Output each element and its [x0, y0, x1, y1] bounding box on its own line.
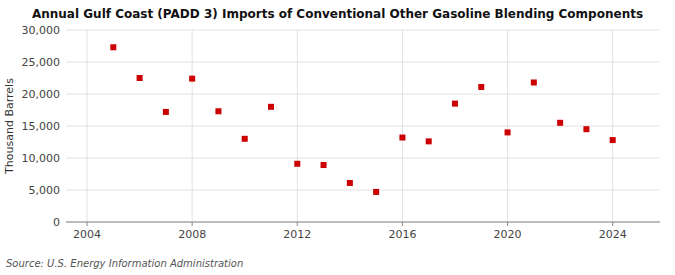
y-grid-line [66, 94, 660, 95]
y-tick-label: 0 [53, 216, 60, 229]
x-tick [402, 222, 403, 226]
x-tick [612, 222, 613, 226]
point [505, 129, 511, 135]
point [557, 120, 563, 126]
x-grid-line [87, 30, 88, 222]
y-grid-line [66, 62, 660, 63]
y-tick-label: 5,000 [29, 184, 61, 197]
point [242, 136, 248, 142]
x-grid-line [507, 30, 508, 222]
point [189, 76, 195, 82]
x-tick-label: 2016 [388, 228, 416, 241]
point [478, 84, 484, 90]
point [215, 108, 221, 114]
x-tick-label: 2008 [178, 228, 206, 241]
x-tick-label: 2024 [599, 228, 627, 241]
y-tick-label: 10,000 [22, 152, 61, 165]
point [321, 162, 327, 168]
y-grid-line [66, 30, 660, 31]
x-grid-line [192, 30, 193, 222]
grid [66, 30, 660, 222]
y-tick-label: 30,000 [22, 24, 61, 37]
y-axis-label: Thousand Barrels [3, 78, 16, 175]
point [294, 161, 300, 167]
point [137, 75, 143, 81]
x-axis-line [66, 222, 660, 223]
chart: 0 5,000 10,000 15,000 20,000 25,000 30,000 2004… [0, 0, 675, 275]
point [268, 104, 274, 110]
title: Annual Gulf Coast (PADD 3) Imports of Co… [32, 7, 643, 21]
point [347, 180, 353, 186]
y-grid-line [66, 222, 660, 223]
points [110, 44, 615, 195]
point [531, 79, 537, 85]
x-grid-line [612, 30, 613, 222]
x-grid-line [297, 30, 298, 222]
point [583, 126, 589, 132]
y-grid-line [66, 126, 660, 127]
y-tick-label: 20,000 [22, 88, 61, 101]
x-tick-label: 2020 [494, 228, 522, 241]
x-grid-line [402, 30, 403, 222]
point [110, 44, 116, 50]
point [426, 138, 432, 144]
x-tick-label: 2004 [73, 228, 101, 241]
point [163, 109, 169, 115]
y-tick-label: 15,000 [22, 120, 61, 133]
source-note: Source: U.S. Energy Information Administ… [6, 258, 243, 269]
x-tick [87, 222, 88, 226]
point [452, 101, 458, 107]
y-axis: 0 5,000 10,000 15,000 20,000 25,000 30,000 [22, 24, 61, 229]
point [610, 137, 616, 143]
y-grid-line [66, 190, 660, 191]
x-tick-label: 2012 [283, 228, 311, 241]
y-grid-line [66, 158, 660, 159]
y-tick-label: 25,000 [22, 56, 61, 69]
x-axis: 2004 2008 2012 2016 2020 2024 [66, 222, 660, 241]
point [399, 135, 405, 141]
point [373, 189, 379, 195]
x-tick [192, 222, 193, 226]
x-tick [297, 222, 298, 226]
x-tick [507, 222, 508, 226]
